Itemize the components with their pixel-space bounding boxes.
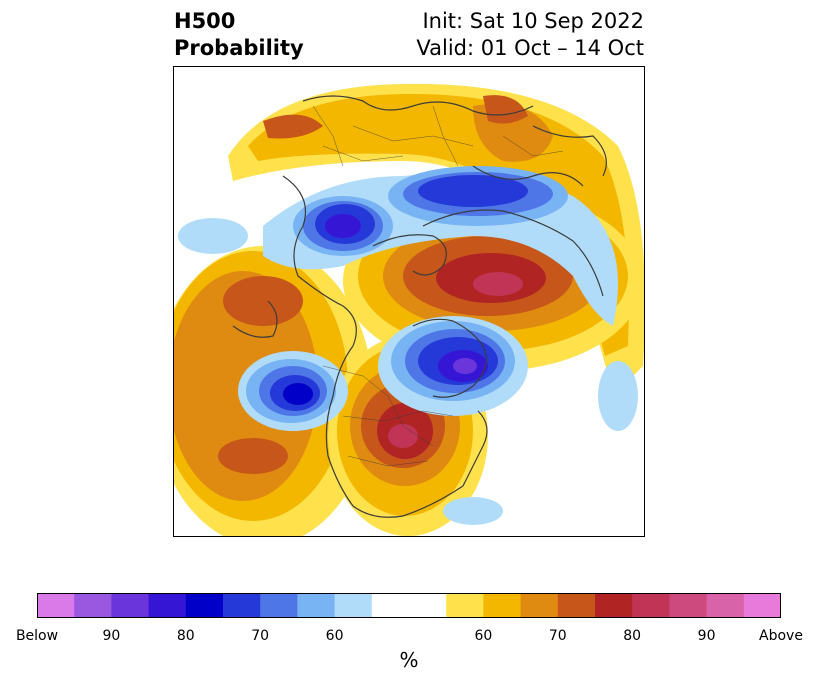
colorbar bbox=[37, 593, 781, 618]
colorbar-swatch-below-5 bbox=[223, 593, 261, 618]
valid-range: Valid: 01 Oct – 14 Oct bbox=[416, 36, 644, 60]
country-borders bbox=[312, 105, 564, 467]
tick-label-below-70: 70 bbox=[251, 628, 270, 644]
tick-label-below-80: 80 bbox=[176, 628, 195, 644]
colorbar-swatch-below-6 bbox=[260, 593, 298, 618]
coastlines bbox=[232, 95, 607, 518]
colorbar-swatch-below-4 bbox=[185, 593, 224, 618]
tick-label-below-90: 90 bbox=[102, 628, 121, 644]
anomaly-above-left bbox=[173, 246, 373, 537]
colorbar-outline bbox=[37, 593, 781, 618]
chart-title: H500 Probability bbox=[174, 8, 304, 62]
tick-label-above-90: 90 bbox=[697, 628, 716, 644]
anomaly-below-small-left bbox=[178, 218, 248, 254]
tick-label-above-60: 60 bbox=[474, 628, 493, 644]
title-metric: Probability bbox=[174, 36, 304, 60]
init-date: Init: Sat 10 Sep 2022 bbox=[422, 9, 644, 33]
colorbar-swatch-above-8 bbox=[743, 593, 781, 618]
colorbar-swatch-below-3 bbox=[148, 593, 187, 618]
anomaly-below-small-bottom bbox=[443, 497, 503, 525]
colorbar-swatch-above-7 bbox=[706, 593, 745, 618]
anomaly-above-northern-arc bbox=[228, 83, 645, 396]
anomaly-below-small-right bbox=[598, 361, 638, 431]
tick-label-above-70: 70 bbox=[548, 628, 567, 644]
colorbar-swatch-above-3 bbox=[557, 593, 596, 618]
chart-dates: Init: Sat 10 Sep 2022 Valid: 01 Oct – 14… bbox=[416, 8, 644, 62]
colorbar-swatch-below-7 bbox=[297, 593, 335, 618]
colorbar-swatch-above-5 bbox=[632, 593, 670, 618]
colorbar-unit: % bbox=[399, 648, 419, 672]
tick-label-below-60: 60 bbox=[325, 628, 344, 644]
colorbar-swatches bbox=[37, 593, 781, 618]
colorbar-swatch-above-4 bbox=[595, 593, 633, 618]
colorbar-swatch-neutral bbox=[371, 593, 447, 618]
tick-label-above: Above bbox=[759, 628, 803, 644]
tick-label-above-80: 80 bbox=[623, 628, 642, 644]
title-variable: H500 bbox=[174, 9, 236, 33]
colorbar-swatch-above-6 bbox=[669, 593, 707, 618]
map-border bbox=[173, 66, 645, 537]
tick-label-below: Below bbox=[15, 628, 59, 644]
colorbar-swatch-below-1 bbox=[74, 593, 112, 618]
anomaly-below-pacific bbox=[238, 351, 348, 431]
colorbar-swatch-above-1 bbox=[483, 593, 521, 618]
anomaly-below-central bbox=[378, 316, 528, 416]
anomaly-below-upper bbox=[263, 166, 618, 326]
colorbar-swatch-below-0 bbox=[37, 593, 75, 618]
colorbar-swatch-below-8 bbox=[334, 593, 373, 618]
colorbar-swatch-above-0 bbox=[446, 593, 484, 618]
colorbar-swatch-below-2 bbox=[111, 593, 149, 618]
colorbar-swatch-above-2 bbox=[520, 593, 559, 618]
probability-map bbox=[173, 66, 645, 537]
